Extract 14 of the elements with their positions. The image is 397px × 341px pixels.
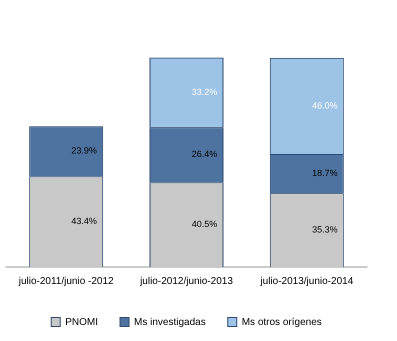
x-tick-label: julio-2011/junio -2012 <box>18 276 114 287</box>
data-label: 43.4% <box>71 216 97 226</box>
data-label: 26.4% <box>192 149 218 160</box>
data-label: 46.0% <box>312 100 338 110</box>
data-label: 35.3% <box>312 224 338 235</box>
legend-label: PNOMI <box>65 316 98 328</box>
data-label: 40.5% <box>192 219 218 230</box>
legend-label: Ms investigadas <box>134 316 206 328</box>
data-label: 23.9% <box>71 146 97 156</box>
data-label: 33.2% <box>192 86 218 97</box>
x-tick-label: julio-2013/junio-2014 <box>259 276 354 287</box>
data-label: 18.7% <box>312 168 338 178</box>
x-tick-label: julio-2012/junio-2013 <box>139 276 234 287</box>
legend-label: Ms otros orígenes <box>242 316 322 328</box>
